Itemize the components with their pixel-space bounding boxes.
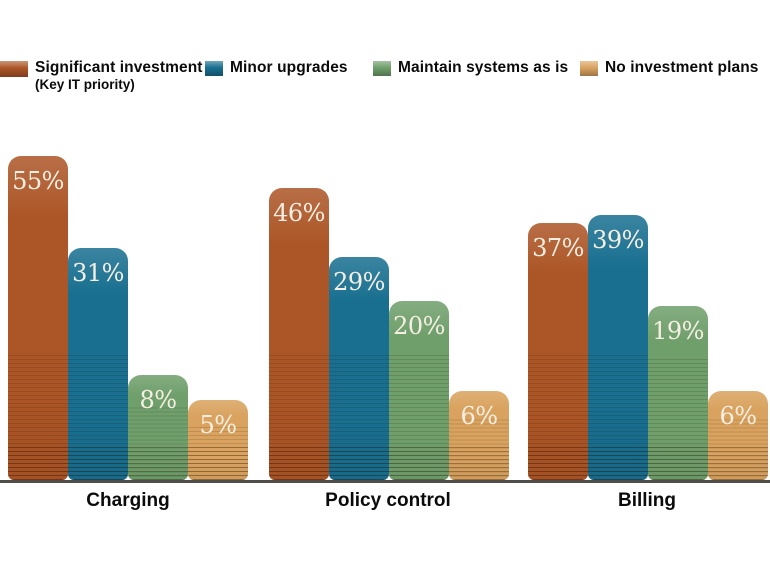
- legend-label: Minor upgrades: [230, 59, 348, 76]
- bar-value-label: 46%: [273, 199, 325, 227]
- bar-value-label: 37%: [532, 234, 584, 262]
- bar-value-label: 39%: [592, 226, 644, 254]
- bar-value-label: 55%: [12, 167, 64, 195]
- legend-swatch-no-investment: [580, 61, 598, 76]
- bar-value-label: 6%: [460, 402, 498, 430]
- legend-sublabel: (Key IT priority): [35, 77, 135, 93]
- legend-swatch-significant-investment: [0, 61, 28, 77]
- bar-significant-investment-key-it-priority-billing: 37%: [528, 223, 588, 480]
- legend-label: No investment plans: [605, 59, 759, 76]
- legend-item-no-investment: No investment plans: [580, 59, 759, 77]
- bar-maintain-systems-as-is-policy-control: 20%: [389, 301, 449, 480]
- bar-minor-upgrades-policy-control: 29%: [329, 257, 389, 480]
- bar-value-label: 31%: [72, 259, 124, 287]
- category-label-charging: Charging: [86, 490, 170, 511]
- legend-item-maintain-systems: Maintain systems as is: [373, 59, 568, 77]
- category-label-policy-control: Policy control: [325, 490, 451, 511]
- legend-item-minor-upgrades: Minor upgrades: [205, 59, 348, 77]
- bar-minor-upgrades-billing: 39%: [588, 215, 648, 480]
- legend-swatch-maintain-systems: [373, 61, 391, 76]
- legend-item-significant-investment: Significant investment (Key IT priority): [0, 59, 203, 94]
- x-axis-line: [0, 480, 770, 483]
- bar-value-label: 6%: [719, 402, 757, 430]
- bar-no-investment-plans-charging: 5%: [188, 400, 248, 480]
- category-label-billing: Billing: [617, 490, 677, 511]
- bar-value-label: 8%: [139, 386, 177, 414]
- bar-value-label: 20%: [393, 312, 445, 340]
- legend-label: Maintain systems as is: [398, 59, 569, 76]
- bar-minor-upgrades-charging: 31%: [68, 248, 128, 480]
- bar-value-label: 29%: [333, 268, 385, 296]
- legend-swatch-minor-upgrades: [205, 61, 223, 76]
- bar-maintain-systems-as-is-billing: 19%: [648, 306, 708, 480]
- bar-significant-investment-key-it-priority-charging: 55%: [8, 156, 68, 480]
- bar-value-label: 19%: [652, 317, 704, 345]
- bar-no-investment-plans-billing: 6%: [708, 391, 768, 480]
- legend-label: Significant investment: [35, 59, 203, 76]
- bar-significant-investment-key-it-priority-policy-control: 46%: [269, 188, 329, 480]
- bar-no-investment-plans-policy-control: 6%: [449, 391, 509, 480]
- bar-value-label: 5%: [199, 411, 237, 439]
- bar-maintain-systems-as-is-charging: 8%: [128, 375, 188, 480]
